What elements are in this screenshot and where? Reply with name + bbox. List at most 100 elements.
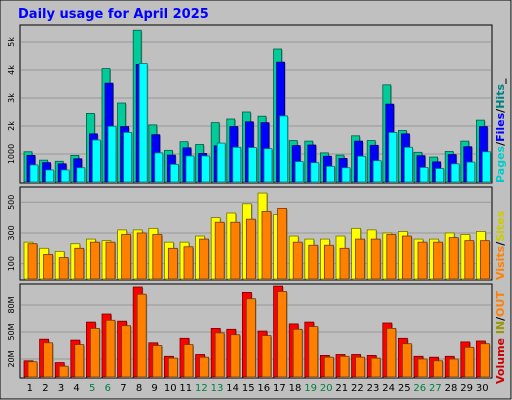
bar-pages xyxy=(92,139,101,183)
bar-visits xyxy=(199,238,210,280)
x-tick-label: 7 xyxy=(120,383,126,394)
volume-panel: 20M 50M 80M xyxy=(7,283,493,379)
x-tick-label: 8 xyxy=(136,383,142,394)
bar-pages xyxy=(310,162,320,183)
bar-visits xyxy=(277,208,288,280)
legend-text: Volume IN/OUT xyxy=(494,291,507,384)
bar-pages xyxy=(29,164,39,183)
bar-volume-out xyxy=(292,328,303,378)
bar-visits xyxy=(355,238,366,280)
bar-pages xyxy=(388,132,398,183)
x-tick-label: 19 xyxy=(304,383,317,394)
bar-pages xyxy=(481,151,491,183)
bar-volume-out xyxy=(121,325,131,378)
bar-visits xyxy=(167,247,178,280)
bar-visits xyxy=(214,221,225,280)
bar-visits xyxy=(464,240,475,280)
bar-pages xyxy=(232,146,242,183)
bar-visits xyxy=(401,235,412,280)
legend-underscore: _ xyxy=(494,78,507,84)
legend-visits-sites: Visits/Sites xyxy=(494,210,507,280)
bar-pages xyxy=(169,163,179,183)
bar-volume-out xyxy=(355,356,366,378)
visits-sites-panel: 100 300 500 xyxy=(7,186,493,281)
x-tick-label: 18 xyxy=(289,383,302,394)
bar-volume-out xyxy=(152,345,163,378)
bar-pages xyxy=(279,115,289,183)
bar-visits xyxy=(370,238,381,280)
bar-visits xyxy=(27,243,38,280)
bar-visits xyxy=(136,232,147,280)
bar-visits xyxy=(245,218,256,280)
bar-visits xyxy=(121,234,131,280)
bar-volume-out xyxy=(308,326,319,378)
x-tick-label: 13 xyxy=(211,383,224,394)
x-tick-label: 30 xyxy=(476,383,489,394)
bar-volume-out xyxy=(245,298,256,378)
bar-volume-out xyxy=(323,356,334,378)
y-tick-label: 2k xyxy=(7,121,16,131)
x-tick-label: 27 xyxy=(429,383,442,394)
hits-files-pages-panel: 1000 2k 3k 4k 5k xyxy=(7,24,493,184)
y-tick-label: 3k xyxy=(7,93,16,103)
bar-volume-out xyxy=(464,346,475,378)
bar-visits xyxy=(152,234,163,280)
bar-pages xyxy=(247,147,257,183)
bar-visits xyxy=(58,257,69,280)
x-tick-label: 17 xyxy=(273,383,286,394)
x-tick-label: 14 xyxy=(226,383,239,394)
x-tick-label: 29 xyxy=(460,383,473,394)
legend-pages: Pages xyxy=(494,145,507,183)
bar-pages xyxy=(45,169,54,183)
legend-out: OUT xyxy=(494,291,507,317)
bar-visits xyxy=(105,241,116,280)
bar-pages xyxy=(60,169,70,183)
y-tick-label: 5k xyxy=(7,37,16,47)
bar-volume-out xyxy=(183,344,194,378)
bar-visits xyxy=(74,247,85,280)
y-tick-label: 100 xyxy=(7,256,16,271)
x-tick-label: 10 xyxy=(164,383,177,394)
x-tick-label: 16 xyxy=(257,383,270,394)
bar-pages xyxy=(123,132,132,183)
legend-text: Visits/Sites xyxy=(494,210,507,280)
bar-visits xyxy=(261,211,272,280)
bar-visits xyxy=(183,246,194,280)
x-tick-label: 28 xyxy=(445,383,458,394)
bar-pages xyxy=(419,167,429,183)
bar-pages xyxy=(154,152,164,183)
bar-volume-out xyxy=(448,358,459,378)
bar-visits xyxy=(230,221,241,280)
legend-volume-label: Volume xyxy=(494,338,507,384)
legend-sep: / xyxy=(494,316,507,321)
bar-pages xyxy=(263,148,273,183)
x-tick-label: 12 xyxy=(195,383,208,394)
bar-pages xyxy=(435,168,445,183)
x-axis-labels: 1 2 3 4 5 6 7 8 9 10 11 12 13 14 15 16 17 18 19 20 21 22 23 24 2… xyxy=(27,383,489,394)
x-tick-label: 11 xyxy=(179,383,192,394)
y-tick-label: 50M xyxy=(7,323,16,340)
bar-visits xyxy=(386,234,397,280)
bar-pages xyxy=(372,160,382,183)
legend-hits-files-pages: Pages/Files/Hits_ xyxy=(494,78,507,183)
bar-volume-out xyxy=(199,356,210,378)
x-tick-label: 4 xyxy=(73,383,79,394)
bar-volume-out xyxy=(479,343,490,378)
bar-pages xyxy=(107,125,117,183)
bar-volume-out xyxy=(370,357,381,378)
x-tick-label: 25 xyxy=(398,383,411,394)
x-tick-label: 3 xyxy=(58,383,64,394)
x-tick-label: 21 xyxy=(335,383,348,394)
x-tick-label: 9 xyxy=(151,383,157,394)
legend-text: Pages/Files/Hits_ xyxy=(494,78,507,183)
bar-pages xyxy=(325,165,335,183)
bar-pages xyxy=(341,167,351,183)
bar-volume-out xyxy=(214,332,225,378)
bar-pages xyxy=(216,142,226,183)
bar-volume-out xyxy=(105,319,116,378)
y-tick-label: 500 xyxy=(7,195,16,210)
y-tick-label: 20M xyxy=(7,350,16,367)
bar-visits xyxy=(448,237,459,280)
bar-visits xyxy=(90,241,100,280)
